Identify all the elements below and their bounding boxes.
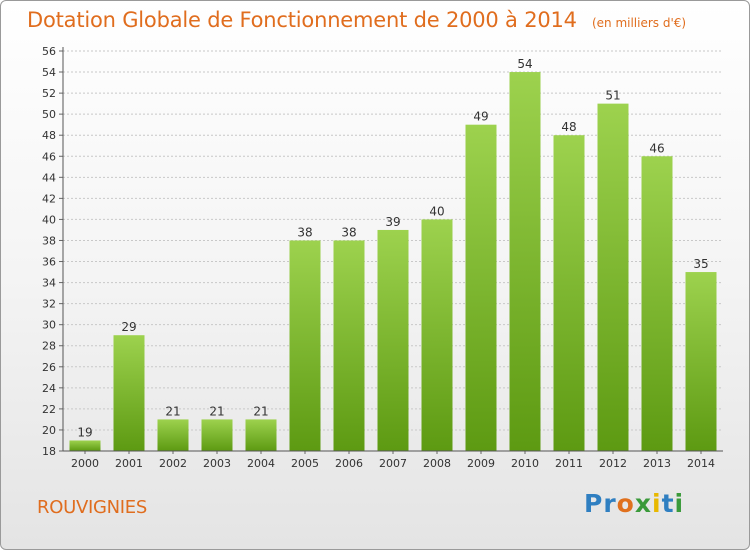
x-tick-label: 2007 bbox=[379, 457, 407, 470]
bar bbox=[509, 72, 541, 451]
bar bbox=[69, 440, 101, 451]
grid-lines bbox=[63, 50, 723, 431]
x-tick-label: 2004 bbox=[247, 457, 275, 470]
x-tick-label: 2008 bbox=[423, 457, 451, 470]
bar bbox=[685, 272, 717, 451]
y-tick-label: 46 bbox=[42, 150, 56, 163]
y-tick-label: 20 bbox=[42, 424, 56, 437]
bar bbox=[333, 240, 365, 451]
y-tick-label: 36 bbox=[42, 256, 56, 269]
x-axis-ticks: 2000 2001 2002 2003 2004 2005 2006 2007 2008 2009… bbox=[71, 451, 715, 470]
y-axis-ticks: 18 20 22 24 26 28 30 32 34 36 38 40 42 44 46 48 50 52 54 56 bbox=[42, 45, 63, 458]
bar-value-label: 38 bbox=[297, 225, 312, 239]
logo-letter: i bbox=[674, 489, 685, 518]
x-tick-label: 2012 bbox=[599, 457, 627, 470]
logo-letter: P bbox=[584, 489, 604, 518]
bar-value-label: 35 bbox=[693, 257, 708, 271]
y-tick-label: 28 bbox=[42, 340, 56, 353]
y-tick-label: 18 bbox=[42, 445, 56, 458]
bar-value-label: 21 bbox=[165, 404, 180, 418]
chart-subtitle: (en milliers d'€) bbox=[591, 16, 687, 30]
chart-title: Dotation Globale de Fonctionnement de 20… bbox=[27, 8, 577, 32]
bars bbox=[69, 72, 717, 452]
bar-value-label: 21 bbox=[253, 404, 268, 418]
bar bbox=[245, 419, 277, 451]
logo-letter: i bbox=[652, 489, 662, 518]
commune-name: ROUVIGNIES bbox=[37, 497, 147, 518]
y-tick-label: 26 bbox=[42, 361, 56, 374]
bar bbox=[553, 135, 585, 452]
bar-value-label: 54 bbox=[517, 57, 532, 71]
y-tick-label: 32 bbox=[42, 298, 56, 311]
bar bbox=[157, 419, 189, 451]
x-tick-label: 2014 bbox=[687, 457, 715, 470]
y-tick-label: 30 bbox=[42, 319, 56, 332]
logo-letter: r bbox=[603, 489, 617, 518]
y-tick-label: 22 bbox=[42, 403, 56, 416]
title-row: Dotation Globale de Fonctionnement de 20… bbox=[27, 8, 686, 32]
y-tick-label: 56 bbox=[42, 45, 56, 58]
y-tick-label: 40 bbox=[42, 213, 56, 226]
bar-value-label: 21 bbox=[209, 404, 224, 418]
bar-value-label: 49 bbox=[473, 110, 488, 124]
bar bbox=[421, 219, 453, 451]
y-tick-label: 34 bbox=[42, 277, 56, 290]
y-tick-label: 42 bbox=[42, 192, 56, 205]
y-tick-label: 38 bbox=[42, 234, 56, 247]
x-tick-label: 2005 bbox=[291, 457, 319, 470]
logo-letter: x bbox=[634, 489, 652, 518]
bar bbox=[201, 419, 233, 451]
proxiti-logo: Proxiti bbox=[584, 489, 684, 518]
y-tick-label: 24 bbox=[42, 382, 56, 395]
x-tick-label: 2000 bbox=[71, 457, 99, 470]
x-tick-label: 2013 bbox=[643, 457, 671, 470]
bar-value-label: 40 bbox=[429, 204, 444, 218]
y-tick-label: 44 bbox=[42, 171, 56, 184]
y-tick-label: 48 bbox=[42, 129, 56, 142]
bar-value-label: 39 bbox=[385, 215, 400, 229]
bar bbox=[289, 240, 321, 451]
bar bbox=[465, 124, 497, 452]
y-tick-label: 52 bbox=[42, 87, 56, 100]
x-tick-label: 2001 bbox=[115, 457, 143, 470]
bar-value-label: 46 bbox=[649, 141, 664, 155]
x-tick-label: 2011 bbox=[555, 457, 583, 470]
logo-letter: o bbox=[616, 489, 635, 518]
bar bbox=[113, 335, 145, 451]
axes bbox=[62, 47, 723, 452]
x-tick-label: 2010 bbox=[511, 457, 539, 470]
x-tick-label: 2006 bbox=[335, 457, 363, 470]
y-tick-label: 50 bbox=[42, 108, 56, 121]
bar-value-label: 51 bbox=[605, 89, 620, 103]
x-tick-label: 2002 bbox=[159, 457, 187, 470]
bar-value-label: 19 bbox=[77, 425, 92, 439]
x-tick-label: 2003 bbox=[203, 457, 231, 470]
bar-value-label: 29 bbox=[121, 320, 136, 334]
logo-letter: t bbox=[661, 489, 675, 518]
y-tick-label: 54 bbox=[42, 66, 56, 79]
value-labels: 19 29 21 21 21 38 38 39 40 49 54 48 51 46 35 bbox=[77, 57, 708, 439]
bar bbox=[597, 103, 629, 451]
bar bbox=[377, 229, 409, 451]
bar bbox=[641, 156, 673, 451]
x-tick-label: 2009 bbox=[467, 457, 495, 470]
bar-value-label: 38 bbox=[341, 225, 356, 239]
bar-value-label: 48 bbox=[561, 120, 576, 134]
